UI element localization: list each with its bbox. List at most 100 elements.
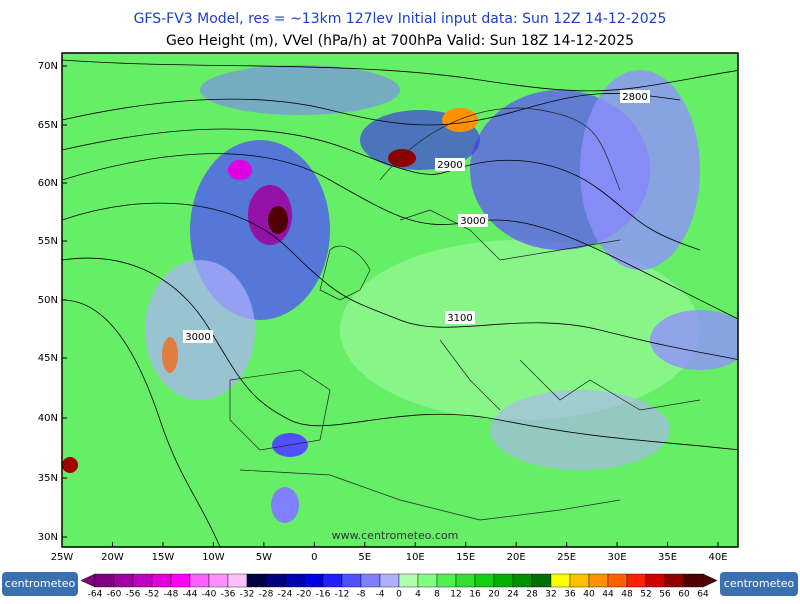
colorbar-swatch — [474, 573, 495, 588]
lat-label: 45N — [38, 353, 58, 364]
colorbar-label: -32 — [240, 590, 255, 600]
colorbar-swatch — [588, 573, 609, 588]
lat-label: 60N — [38, 178, 58, 189]
colorbar-swatch — [550, 573, 571, 588]
colorbar-swatch — [303, 573, 324, 588]
lat-label: 55N — [38, 236, 58, 247]
colorbar-label: -16 — [316, 590, 331, 600]
colorbar-swatch — [208, 573, 229, 588]
lon-label: 10E — [406, 552, 425, 563]
colorbar-label: 28 — [526, 590, 538, 600]
lat-label: 70N — [38, 61, 58, 72]
colorbar-swatch — [436, 573, 457, 588]
colorbar-swatch — [531, 573, 552, 588]
colorbar-arrow-left — [80, 573, 96, 588]
colorbar-swatch — [284, 573, 305, 588]
colorbar-label: 12 — [450, 590, 461, 600]
colorbar-label: 24 — [507, 590, 519, 600]
contour-label-backgrounds — [183, 90, 650, 343]
colorbar-label: 48 — [621, 590, 633, 600]
title-line-1: GFS-FV3 Model, res = ~13km 127lev Initia… — [134, 11, 667, 27]
watermark: www.centrometeo.com — [332, 529, 459, 542]
coastlines — [229, 107, 701, 521]
logo-left-text: centrometeo — [5, 577, 76, 590]
colorbar-label: 64 — [697, 590, 709, 600]
colorbar-label: -48 — [164, 590, 179, 600]
colorbar-label: -56 — [126, 590, 141, 600]
colorbar-swatch — [607, 573, 628, 588]
colorbar-label: -40 — [202, 590, 217, 600]
colorbar-label: 56 — [659, 590, 671, 600]
colorbar-swatch — [227, 573, 248, 588]
lat-label: 35N — [38, 473, 58, 484]
lon-label: 20W — [101, 552, 124, 563]
lon-label: 15E — [456, 552, 475, 563]
lon-label: 25E — [557, 552, 576, 563]
colorbar-label: 32 — [545, 590, 556, 600]
colorbar-label: -20 — [297, 590, 312, 600]
colorbar-swatch — [664, 573, 685, 588]
colorbar-label: 36 — [564, 590, 576, 600]
colorbar-label: -36 — [221, 590, 236, 600]
lat-label: 65N — [38, 120, 58, 131]
colorbar-swatch — [626, 573, 647, 588]
contour-label: 3000 — [185, 332, 210, 343]
lon-label: 40E — [708, 552, 727, 563]
colorbar-swatch — [94, 573, 115, 588]
logo-right-text: centrometeo — [724, 577, 795, 590]
height-contours — [62, 59, 738, 547]
colorbar-label: 8 — [434, 590, 440, 600]
colorbar-swatch — [132, 573, 153, 588]
field-area — [62, 457, 78, 473]
contour-label: 2900 — [437, 160, 462, 171]
colorbar-label: -60 — [107, 590, 122, 600]
colorbar-swatch — [417, 573, 438, 588]
colorbar-label: -24 — [278, 590, 293, 600]
colorbar-swatch — [398, 573, 419, 588]
colorbar-label: -8 — [357, 590, 366, 600]
colorbar-label: 40 — [583, 590, 595, 600]
contour-label: 2800 — [622, 92, 647, 103]
lon-label: 30E — [608, 552, 627, 563]
colorbar-label: -52 — [145, 590, 160, 600]
field-area — [228, 160, 252, 180]
colorbar-label: 44 — [602, 590, 614, 600]
lat-label: 50N — [38, 295, 58, 306]
lat-label: 40N — [38, 413, 58, 424]
logo-left — [2, 572, 78, 596]
field-area — [580, 70, 700, 270]
colorbar-label: 20 — [488, 590, 500, 600]
colorbar-swatch — [455, 573, 476, 588]
colorbar-swatch — [170, 573, 191, 588]
colorbar-swatch — [246, 573, 267, 588]
colorbar-label: -4 — [376, 590, 385, 600]
field-area — [442, 108, 478, 132]
colorbar-label: 0 — [396, 590, 402, 600]
lon-label: 35E — [658, 552, 677, 563]
field-area — [388, 149, 416, 167]
colorbar-label: -12 — [335, 590, 350, 600]
colorbar-label: -44 — [183, 590, 198, 600]
colorbar-swatch — [322, 573, 343, 588]
colorbar-swatch — [493, 573, 514, 588]
colorbar-swatch — [265, 573, 286, 588]
colorbar-swatch — [645, 573, 666, 588]
lon-label: 5W — [256, 552, 272, 563]
colorbar-swatch — [379, 573, 400, 588]
colorbar-label: 60 — [678, 590, 690, 600]
colorbar-swatch — [151, 573, 172, 588]
colorbar-swatch — [512, 573, 533, 588]
contour-label: 3000 — [460, 216, 485, 227]
colorbar-swatch — [113, 573, 134, 588]
field-area — [490, 390, 670, 470]
colorbar-label: 16 — [469, 590, 481, 600]
field-area — [200, 65, 400, 115]
map-field — [62, 53, 738, 547]
colorbar-swatch — [341, 573, 362, 588]
field-area — [162, 337, 178, 373]
colorbar-label: -28 — [259, 590, 274, 600]
field-area — [268, 206, 288, 234]
colorbar-swatch — [683, 573, 704, 588]
